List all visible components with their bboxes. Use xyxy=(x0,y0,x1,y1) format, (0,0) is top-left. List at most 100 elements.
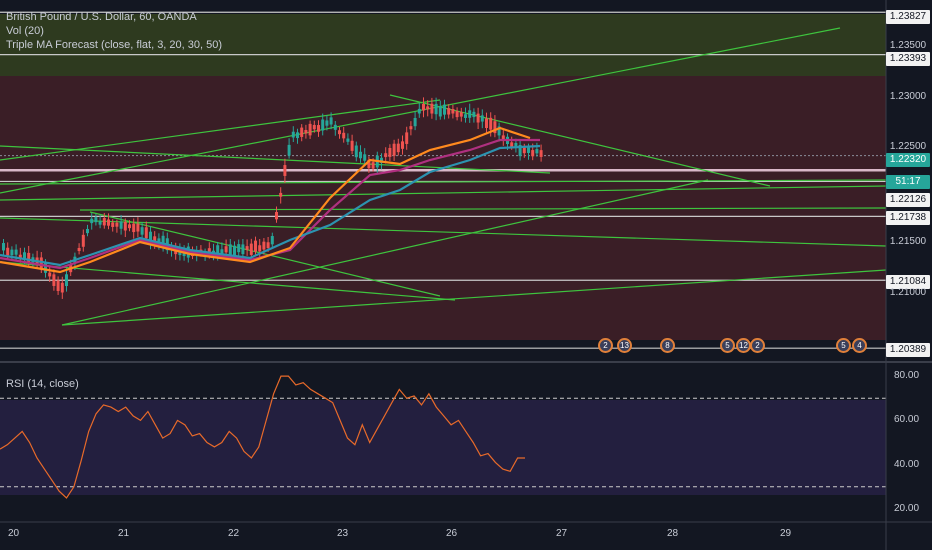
candle-body xyxy=(10,249,14,256)
candle-body xyxy=(468,110,472,118)
price-axis-label: 1.21738 xyxy=(886,211,930,225)
candle-body xyxy=(94,217,98,223)
rsi-axis-label: 40.00 xyxy=(894,458,920,470)
rsi-legend: RSI (14, close) xyxy=(6,377,79,391)
candle-body xyxy=(413,117,417,127)
trendline xyxy=(0,185,887,201)
candle-body xyxy=(237,244,241,253)
candle-body xyxy=(262,241,266,250)
triple-ma-indicator-label[interactable]: Triple MA Forecast (close, flat, 3, 20, … xyxy=(6,39,223,51)
candle-body xyxy=(501,135,505,140)
price-axis-label: 1.22126 xyxy=(886,193,930,207)
candle-body xyxy=(535,149,539,154)
candle-body xyxy=(224,246,228,253)
candle-body xyxy=(65,274,68,287)
candle-body xyxy=(216,245,220,257)
candle-body xyxy=(287,144,291,156)
candle-body xyxy=(258,245,262,252)
candle-body xyxy=(52,274,56,286)
candle-body xyxy=(367,159,371,169)
price-axis-label: 1.22320 xyxy=(886,153,930,167)
economic-event-badge[interactable]: 13 xyxy=(617,338,632,353)
candle-body xyxy=(312,124,316,130)
candle-body xyxy=(6,247,10,256)
candle-body xyxy=(115,222,119,227)
candle-body xyxy=(539,150,543,157)
rsi-axis-label: 60.00 xyxy=(894,414,920,426)
candle-body xyxy=(392,143,396,156)
candle-body xyxy=(493,121,497,134)
trendline xyxy=(0,217,887,247)
candle-body xyxy=(510,142,514,147)
ma-fast-line xyxy=(0,126,531,274)
candle-body xyxy=(354,145,358,158)
economic-event-badge[interactable]: 5 xyxy=(836,338,851,353)
trendline xyxy=(0,179,887,185)
price-axis-label: 1.20389 xyxy=(886,343,930,357)
candle-body xyxy=(485,118,488,129)
candle-body xyxy=(338,130,341,135)
candle-body xyxy=(77,247,81,252)
candle-body xyxy=(136,223,140,232)
candle-body xyxy=(455,111,459,118)
candle-body xyxy=(384,153,388,158)
economic-event-badge[interactable]: 12 xyxy=(736,338,751,353)
ma-slow-line xyxy=(0,144,541,267)
candle-body xyxy=(321,119,325,131)
rsi-axis-label: 20.00 xyxy=(894,502,920,514)
time-axis-label: 22 xyxy=(228,528,240,539)
price-axis-label: 1.22500 xyxy=(889,141,927,152)
candle-body xyxy=(300,127,304,137)
candle-body xyxy=(434,103,438,115)
candle-body xyxy=(476,113,480,123)
upper-price-band xyxy=(0,14,886,76)
candle-body xyxy=(266,242,270,249)
candle-body xyxy=(23,252,26,260)
candle-body xyxy=(44,262,47,273)
time-axis-label: 21 xyxy=(118,528,130,539)
candle-body xyxy=(132,223,136,233)
price-axis-label: 1.21500 xyxy=(889,236,927,247)
time-axis-label: 27 xyxy=(556,528,568,539)
candle-body xyxy=(233,245,236,256)
trendline xyxy=(89,211,441,297)
candle-body xyxy=(409,126,413,130)
candle-body xyxy=(489,117,493,130)
volume-indicator-label[interactable]: Vol (20) xyxy=(6,25,44,37)
price-axis-label: 1.23000 xyxy=(889,91,927,102)
candle-body xyxy=(438,105,442,117)
candle-body xyxy=(531,150,535,157)
price-axis-label: 1.23827 xyxy=(886,10,930,24)
economic-event-badge[interactable]: 2 xyxy=(598,338,613,353)
candle-body xyxy=(27,252,31,262)
candle-body xyxy=(497,126,501,136)
candle-body xyxy=(279,192,283,197)
candle-body xyxy=(119,221,123,229)
candle-body xyxy=(325,120,329,126)
candle-body xyxy=(480,115,484,122)
economic-event-badge[interactable]: 4 xyxy=(852,338,867,353)
candle-body xyxy=(396,143,400,153)
candle-body xyxy=(296,132,299,139)
economic-event-badge[interactable]: 2 xyxy=(750,338,765,353)
candle-body xyxy=(443,104,446,115)
candle-body xyxy=(359,151,362,159)
candle-body xyxy=(228,244,232,255)
rsi-line xyxy=(0,375,525,499)
candle-body xyxy=(405,132,409,144)
economic-event-badge[interactable]: 8 xyxy=(660,338,675,353)
economic-event-badge[interactable]: 5 xyxy=(720,338,735,353)
price-axis-label: 51:17 xyxy=(886,175,930,189)
candle-body xyxy=(342,132,346,139)
chart-legend: British Pound / U.S. Dollar, 60, OANDA V… xyxy=(6,10,222,52)
trendline xyxy=(0,261,456,301)
candle-body xyxy=(153,236,157,244)
candle-body xyxy=(123,221,127,231)
candle-body xyxy=(275,211,278,220)
rsi-indicator-label[interactable]: RSI (14, close) xyxy=(6,378,79,390)
symbol-title[interactable]: British Pound / U.S. Dollar, 60, OANDA xyxy=(6,11,197,23)
candle-body xyxy=(422,104,425,111)
candle-body xyxy=(207,248,211,254)
